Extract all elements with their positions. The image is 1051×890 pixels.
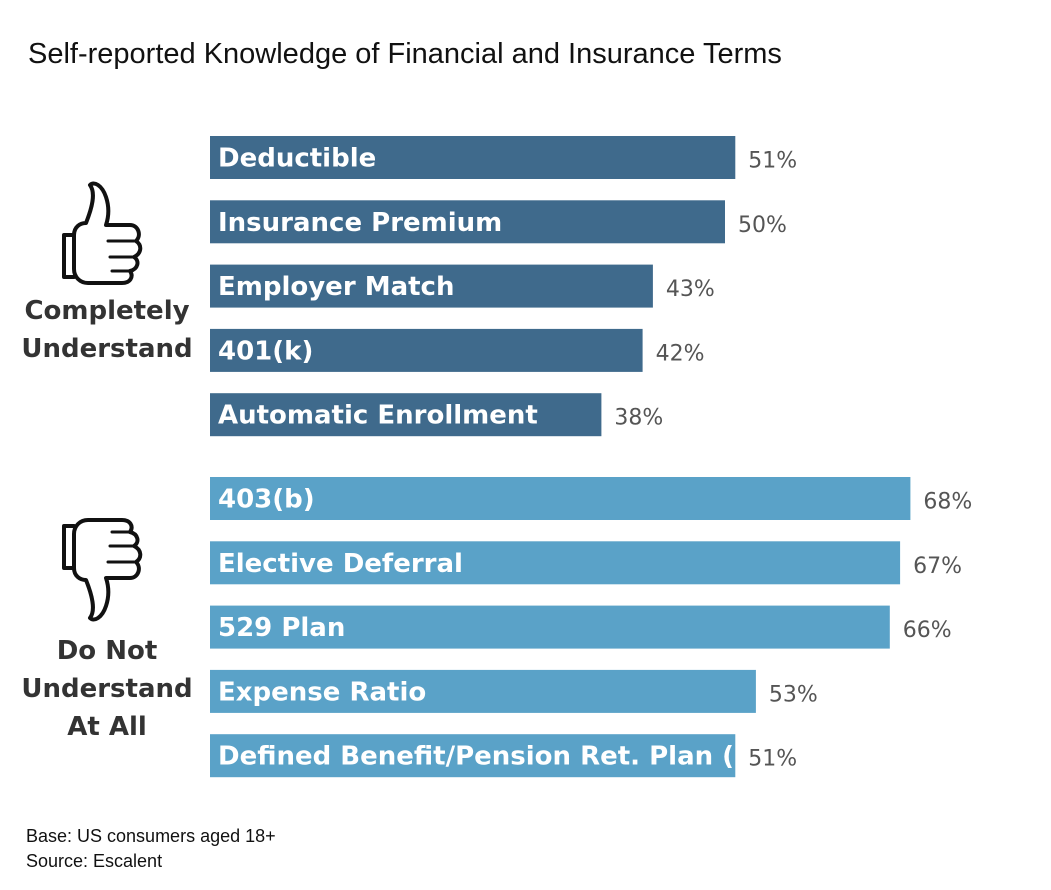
- bar-value-label: 43%: [666, 277, 715, 302]
- bar: [210, 136, 736, 179]
- bar-value-label: 38%: [614, 406, 663, 431]
- group-label-line: Completely: [24, 296, 190, 326]
- bar-category-label: 529 Plan: [218, 613, 345, 643]
- bar-category-label: Automatic Enrollment: [218, 401, 538, 431]
- bar-value-label: 42%: [656, 341, 705, 366]
- bar-category-label: Insurance Premium: [218, 208, 502, 238]
- bar: [210, 200, 725, 244]
- bar-value-label: 51%: [748, 149, 797, 174]
- bar-category-label: Expense Ratio: [218, 677, 426, 707]
- bar-value-label: 68%: [923, 490, 972, 515]
- bar: [210, 734, 736, 778]
- bar-category-label: Elective Deferral: [218, 549, 463, 579]
- thumbs-up-icon: [62, 181, 143, 285]
- thumbs-down-icon: [62, 518, 143, 622]
- bar-value-label: 50%: [738, 213, 787, 238]
- bar: [210, 605, 890, 649]
- group-label-line: At All: [67, 712, 147, 742]
- footer-base-note: Base: US consumers aged 18+: [26, 826, 276, 846]
- bar: [210, 541, 901, 585]
- bar-category-label: 403(b): [218, 485, 315, 515]
- bar: [210, 669, 756, 713]
- bar-category-label: Deductible: [218, 144, 376, 174]
- footer-source-note: Source: Escalent: [26, 851, 163, 871]
- bar-category-label: 401(k): [218, 336, 313, 366]
- bar-category-label: Employer Match: [218, 272, 454, 302]
- bar: [210, 477, 911, 520]
- bars-layer: Deductible 51% Insurance Premium 50% Employe…: [210, 136, 972, 778]
- chart-title: Self-reported Knowledge of Financial and…: [28, 38, 782, 70]
- bar-value-label: 67%: [913, 554, 962, 579]
- group-label-understand: Completely Understand: [10, 292, 204, 368]
- bar: [210, 393, 602, 437]
- bar: [210, 328, 643, 372]
- group-label-not-understand: Do Not Understand At All: [10, 632, 204, 746]
- group-label-line: Understand: [21, 334, 193, 364]
- bar-value-label: 66%: [903, 618, 952, 643]
- bar-value-label: 51%: [748, 747, 797, 772]
- bar-value-label: 53%: [769, 682, 818, 707]
- group-label-line: Do Not: [56, 636, 158, 666]
- group-label-line: Understand: [21, 674, 193, 704]
- bar-category-label: Defined Benefit/Pension Ret. Plan (DB): [218, 742, 787, 772]
- bar: [210, 264, 653, 308]
